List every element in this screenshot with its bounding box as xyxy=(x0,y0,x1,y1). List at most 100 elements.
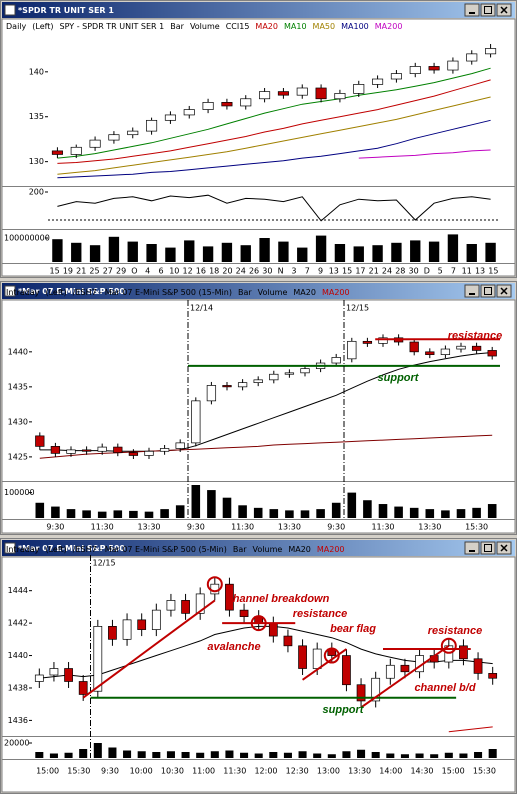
candle-body xyxy=(372,78,384,85)
maximize-button[interactable] xyxy=(480,3,496,17)
x-tick-label: 17 xyxy=(355,267,365,276)
candle-body xyxy=(222,385,232,388)
window-icon xyxy=(4,285,16,297)
chart-area xyxy=(1,18,516,277)
minimize-button[interactable] xyxy=(464,284,480,298)
candle-body xyxy=(459,645,468,660)
x-tick-label: 12:00 xyxy=(254,767,277,776)
x-tick-label: 12 xyxy=(182,267,192,276)
x-tick-label: 9:30 xyxy=(327,523,345,532)
button-glyph xyxy=(484,6,492,14)
volume-bar xyxy=(137,751,146,758)
info-item: MA10 xyxy=(284,22,307,31)
x-tick-label: 24 xyxy=(236,267,246,276)
window-title: *Mar 07 E-Mini S&P 500 xyxy=(18,544,125,553)
volume-bar xyxy=(221,242,233,262)
volume-bar xyxy=(415,753,424,758)
x-tick-label: 15:30 xyxy=(473,767,496,776)
moving-average xyxy=(57,96,491,175)
button-glyph xyxy=(500,287,508,295)
x-tick-label: 15:00 xyxy=(442,767,465,776)
info-item: Daily xyxy=(6,22,27,31)
volume-bar xyxy=(298,751,307,758)
info-item: MA100 xyxy=(341,22,369,31)
window-icon xyxy=(4,4,16,16)
y-tick-label: 1436 xyxy=(8,716,28,725)
window-title: *SPDR TR UNIT SER 1 xyxy=(18,6,114,15)
volume-bar xyxy=(225,750,234,758)
maximize-button[interactable] xyxy=(480,541,496,555)
volume-bar xyxy=(353,246,364,262)
candle-body xyxy=(35,435,45,447)
volume-bar xyxy=(66,509,76,518)
candle-body xyxy=(283,635,293,647)
x-tick-label: 19 xyxy=(63,267,73,276)
x-tick-label: 10:00 xyxy=(130,767,153,776)
x-tick-label: 14:00 xyxy=(379,767,402,776)
candle-body xyxy=(300,368,310,374)
volume-bar xyxy=(108,236,120,262)
volume-bar xyxy=(327,754,336,758)
candle-body xyxy=(97,446,107,452)
candle-body xyxy=(298,645,307,669)
volume-bar xyxy=(207,490,216,518)
info-item: MA200 xyxy=(317,545,345,554)
x-tick-label: 9:30 xyxy=(101,767,119,776)
volume-bar xyxy=(97,511,107,518)
y-tick-label: 1440 xyxy=(8,651,28,660)
candle-body xyxy=(78,681,88,695)
button-glyph xyxy=(500,544,508,552)
x-tick-label: 12:30 xyxy=(286,767,309,776)
volume-bar xyxy=(283,752,292,758)
info-item: CCI15 xyxy=(226,22,250,31)
x-tick-label: 10:30 xyxy=(161,767,184,776)
volume-bar xyxy=(372,245,383,262)
x-tick-label: 3 xyxy=(291,267,296,276)
y-tick-label: 1440 xyxy=(8,347,28,356)
date-marker: 12/15 xyxy=(93,559,116,568)
volume-bar xyxy=(410,240,421,262)
volume-bar xyxy=(52,239,63,262)
annotation: bear flag xyxy=(330,623,376,635)
volume-bar xyxy=(254,753,263,758)
annotation: channel breakdown xyxy=(227,593,330,605)
x-tick-label: 7 xyxy=(305,267,310,276)
y-tick-label: 1442 xyxy=(8,619,28,628)
y-tick-label: 1444 xyxy=(8,586,28,595)
candle-body xyxy=(202,102,214,110)
x-tick-label: 9 xyxy=(318,267,323,276)
candle-body xyxy=(425,351,435,355)
candle-body xyxy=(70,146,82,155)
volume-bar xyxy=(342,751,351,758)
candle-body xyxy=(487,350,497,357)
maximize-button[interactable] xyxy=(480,284,496,298)
volume-bar xyxy=(165,247,176,262)
x-tick-label: 13 xyxy=(475,267,485,276)
volume-bar xyxy=(259,238,270,262)
candle-body xyxy=(49,668,59,676)
candle-body xyxy=(51,150,63,155)
candle-body xyxy=(342,655,351,686)
candle-body xyxy=(428,66,440,71)
minimize-button[interactable] xyxy=(464,3,480,17)
volume-bar xyxy=(49,753,58,758)
volume-bar xyxy=(253,507,263,518)
candle-body xyxy=(239,609,249,617)
volume-bar xyxy=(196,752,205,758)
volume-bar xyxy=(269,752,278,758)
volume-bar xyxy=(472,507,481,518)
volume-bar xyxy=(79,749,88,758)
x-tick-label: 11:30 xyxy=(91,523,114,532)
x-tick-label: 21 xyxy=(76,267,86,276)
button-glyph xyxy=(484,544,492,552)
volume-bar xyxy=(357,749,366,758)
info-item: MA20 xyxy=(255,22,278,31)
highlight-circle xyxy=(206,576,223,593)
date-marker: 12/15 xyxy=(346,304,369,313)
volume-bar xyxy=(456,509,466,518)
candle-body xyxy=(159,448,170,452)
minimize-button[interactable] xyxy=(464,541,480,555)
volume-bar xyxy=(400,754,409,758)
